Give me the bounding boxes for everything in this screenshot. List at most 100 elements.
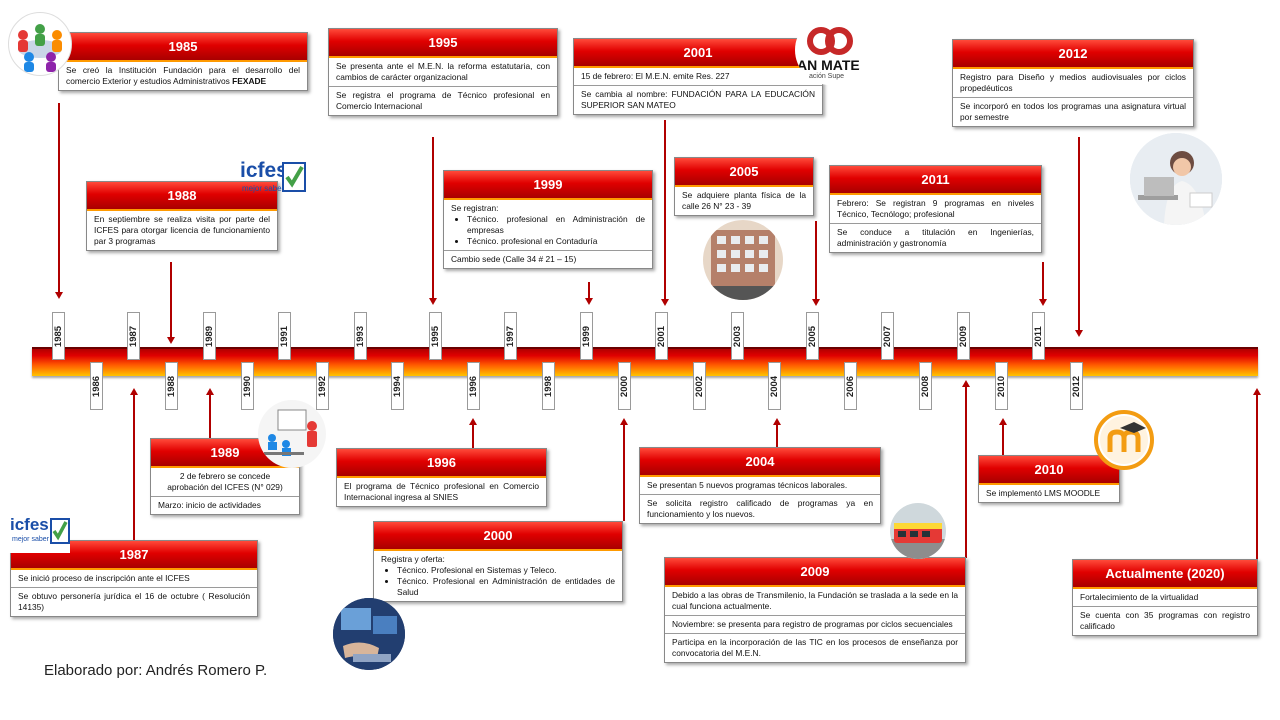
event-2020-title: Actualmente (2020) (1073, 560, 1257, 589)
event-2012-text-2: Se incorporó en todos los programas una … (960, 101, 1186, 122)
year-tick-1992: 1992 (316, 362, 329, 410)
event-2001-text-2: Se cambia al nombre: FUNDACIÓN PARA LA E… (581, 89, 815, 110)
event-1996-text: El programa de Técnico profesional en Co… (344, 481, 539, 502)
connector-1988 (170, 262, 172, 338)
event-2011-text-2: Se conduce a titulación en Ingenierías, … (837, 227, 1034, 248)
year-tick-2003: 2003 (731, 312, 744, 360)
year-label: 1995 (430, 325, 442, 347)
year-label: 2012 (1071, 375, 1083, 397)
year-label: 1996 (468, 375, 480, 397)
building-photo (703, 220, 783, 300)
event-2009-text-1: Debido a las obras de Transmilenio, la F… (665, 587, 965, 616)
year-tick-2012: 2012 (1070, 362, 1083, 410)
arrow-2004 (773, 418, 781, 425)
event-2004-text-1: Se presentan 5 nuevos programas técnicos… (640, 477, 880, 495)
arrow-2010 (999, 418, 1007, 425)
year-label: 2006 (845, 375, 857, 397)
year-label: 1991 (279, 325, 291, 347)
event-2010-text: Se implementó LMS MOODLE (986, 488, 1101, 498)
event-1985: 1985 Se creó la Institución Fundación pa… (58, 32, 308, 91)
computer-hands-photo (333, 598, 405, 670)
year-tick-2001: 2001 (655, 312, 668, 360)
event-2009-text-3: Participa en la incorporación de las TIC… (672, 637, 958, 658)
arrow-1988 (167, 337, 175, 344)
year-tick-2009: 2009 (957, 312, 970, 360)
connector-1989 (209, 394, 211, 438)
event-2000: 2000 Registra y oferta: Técnico. Profesi… (373, 521, 623, 602)
event-2010-title: 2010 (979, 456, 1119, 485)
arrow-1989 (206, 388, 214, 395)
event-2001: 2001 15 de febrero: El M.E.N. emite Res.… (573, 38, 823, 115)
event-1996: 1996 El programa de Técnico profesional … (336, 448, 547, 507)
year-label: 2008 (920, 375, 932, 397)
event-1988: 1988 En septiembre se realiza visita por… (86, 181, 278, 251)
connector-1987 (133, 394, 135, 540)
connector-1996 (472, 424, 474, 448)
connector-2005 (815, 221, 817, 300)
event-1995: 1995 Se presenta ante el M.E.N. la refor… (328, 28, 558, 116)
event-2010: 2010 Se implementó LMS MOODLE (978, 455, 1120, 503)
timeline-band (32, 347, 1258, 376)
year-tick-2000: 2000 (618, 362, 631, 410)
event-2011: 2011 Febrero: Se registran 9 programas e… (829, 165, 1042, 253)
year-tick-1991: 1991 (278, 312, 291, 360)
event-2004-text-2: Se solicita registro calificado de progr… (647, 498, 873, 519)
event-2004: 2004 Se presentan 5 nuevos programas téc… (639, 447, 881, 524)
arrow-2012 (1075, 330, 1083, 337)
event-2020-text-2: Se cuenta con 35 programas con registro … (1080, 610, 1250, 631)
year-label: 1992 (317, 375, 329, 397)
year-label: 1998 (543, 375, 555, 397)
year-label: 1987 (128, 325, 140, 347)
year-tick-2011: 2011 (1032, 312, 1045, 360)
arrow-1995 (429, 298, 437, 305)
event-1999: 1999 Se registran: Técnico. profesional … (443, 170, 653, 269)
year-label: 1986 (91, 375, 103, 397)
event-1995-text-1: Se presenta ante el M.E.N. la reforma es… (329, 58, 557, 87)
transmilenio-bus-photo (890, 503, 946, 559)
connector-2011 (1042, 262, 1044, 300)
connector-2009 (965, 386, 967, 558)
check-icon (50, 518, 70, 544)
year-tick-1999: 1999 (580, 312, 593, 360)
year-tick-1997: 1997 (504, 312, 517, 360)
arrow-2005 (812, 299, 820, 306)
year-tick-2005: 2005 (806, 312, 819, 360)
event-2009: 2009 Debido a las obras de Transmilenio,… (664, 557, 966, 663)
year-tick-2008: 2008 (919, 362, 932, 410)
arrow-1987 (130, 388, 138, 395)
connector-2010 (1002, 424, 1004, 455)
icfes-logo-1: icfes mejor saber (238, 157, 306, 199)
year-tick-1990: 1990 (241, 362, 254, 410)
arrow-2009 (962, 380, 970, 387)
year-label: 2004 (769, 375, 781, 397)
connector-1999 (588, 282, 590, 299)
connector-2020 (1256, 394, 1258, 560)
year-label: 2002 (694, 375, 706, 397)
event-1987-text-1: Se inició proceso de inscripción ante el… (11, 570, 257, 588)
year-label: 2005 (807, 325, 819, 347)
event-2005-title: 2005 (675, 158, 813, 187)
year-label: 1997 (505, 325, 517, 347)
connector-1995 (432, 137, 434, 299)
event-1999-title: 1999 (444, 171, 652, 200)
year-label: 1985 (53, 325, 65, 347)
year-tick-1985: 1985 (52, 312, 65, 360)
year-label: 2001 (656, 325, 668, 347)
event-2004-title: 2004 (640, 448, 880, 477)
connector-2001 (664, 120, 666, 300)
year-label: 1989 (204, 325, 216, 347)
year-tick-1993: 1993 (354, 312, 367, 360)
year-label: 2010 (996, 375, 1008, 397)
team-meeting-icon (8, 12, 72, 76)
year-tick-1998: 1998 (542, 362, 555, 410)
arrow-2001 (661, 299, 669, 306)
author-credit: Elaborado por: Andrés Romero P. (44, 662, 268, 679)
year-label: 1990 (242, 375, 254, 397)
event-1995-text-2: Se registra el programa de Técnico profe… (336, 90, 550, 111)
year-label: 2007 (882, 325, 894, 347)
check-icon (282, 162, 306, 192)
event-1999-text-1: Se registran: Técnico. profesional en Ad… (444, 200, 652, 251)
event-2005: 2005 Se adquiere planta física de la cal… (674, 157, 814, 216)
year-label: 2009 (958, 325, 970, 347)
event-1989-text-1: 2 de febrero se concede aprobación del I… (151, 468, 299, 497)
